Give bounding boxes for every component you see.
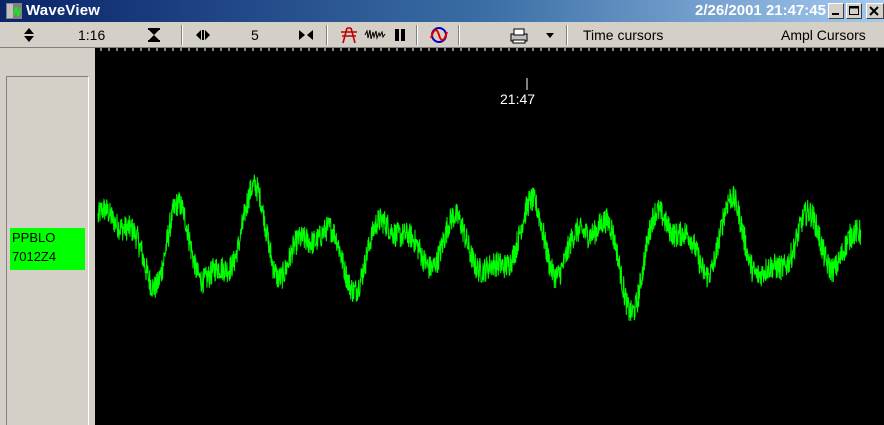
waveform-plot[interactable]: 21:47 (95, 48, 884, 425)
toolbar-separator (326, 25, 328, 45)
time-compress-icon[interactable] (297, 26, 315, 44)
ampl-cursors-button[interactable]: Ampl Cursors (781, 27, 866, 43)
waveform-trace (97, 174, 862, 322)
squiggle-icon[interactable] (364, 26, 386, 44)
toolbar: 1:16 5 (0, 22, 884, 48)
time-label: 21:47 (500, 91, 535, 107)
time-zoom-value: 5 (251, 27, 259, 43)
channel-label[interactable]: PPBLO 7012Z4 (10, 228, 85, 270)
amp-zoom-updown-icon[interactable] (22, 26, 36, 44)
title-datetime: 2/26/2001 21:47:45 (695, 2, 826, 19)
time-axis-ticks (100, 48, 878, 51)
maximize-button[interactable] (846, 3, 862, 19)
channel-component: 7012Z4 (12, 249, 57, 264)
toolbar-separator (416, 25, 418, 45)
tower-icon[interactable] (339, 26, 359, 44)
amp-zoom-hourglass-icon[interactable] (146, 26, 162, 44)
toolbar-separator (566, 25, 568, 45)
time-cursors-button[interactable]: Time cursors (583, 27, 664, 43)
channel-station: PPBLO (12, 230, 56, 245)
app-icon (6, 3, 22, 19)
dropdown-arrow-icon[interactable] (544, 26, 556, 44)
toolbar-separator (181, 25, 183, 45)
minimize-icon (832, 13, 839, 15)
app-title: WaveView (26, 2, 101, 19)
waveform-svg[interactable]: 21:47 (95, 48, 884, 425)
printer-icon[interactable] (508, 26, 530, 44)
pause-icon[interactable] (392, 26, 408, 44)
close-button[interactable] (866, 3, 884, 19)
waveform-filter-icon[interactable] (428, 26, 450, 44)
amp-zoom-value: 1:16 (78, 27, 106, 43)
close-icon (869, 6, 879, 16)
time-expand-icon[interactable] (194, 26, 212, 44)
maximize-icon (849, 6, 859, 15)
toolbar-separator (458, 25, 460, 45)
minimize-button[interactable] (828, 3, 844, 19)
title-bar[interactable]: WaveView 2/26/2001 21:47:45 (0, 0, 884, 22)
